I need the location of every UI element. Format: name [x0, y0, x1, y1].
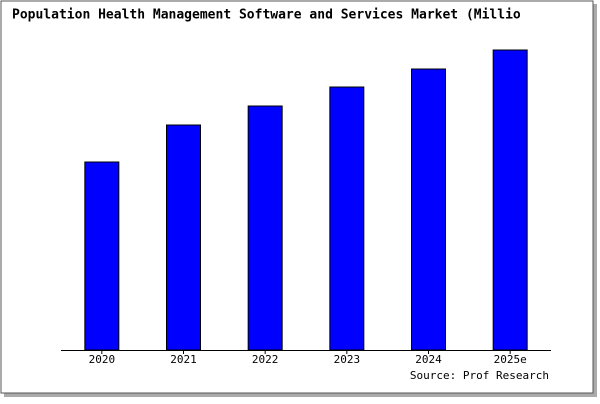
bar	[411, 68, 446, 351]
x-tick-label: 2020	[89, 353, 116, 366]
chart-title: Population Health Management Software an…	[12, 8, 521, 23]
x-tick-label: 2021	[170, 353, 197, 366]
x-tick-label: 2025e	[494, 353, 527, 366]
x-tick-label: 2022	[252, 353, 279, 366]
x-tick-label: 2023	[334, 353, 361, 366]
bar	[492, 49, 528, 351]
bar	[166, 124, 201, 351]
plot-area	[61, 48, 551, 350]
bar	[84, 161, 120, 351]
source-note: Source: Prof Research	[410, 369, 549, 382]
x-tick-label: 2024	[415, 353, 442, 366]
bar	[329, 86, 365, 351]
title-clip: Population Health Management Software an…	[12, 8, 521, 23]
bar	[247, 105, 283, 351]
